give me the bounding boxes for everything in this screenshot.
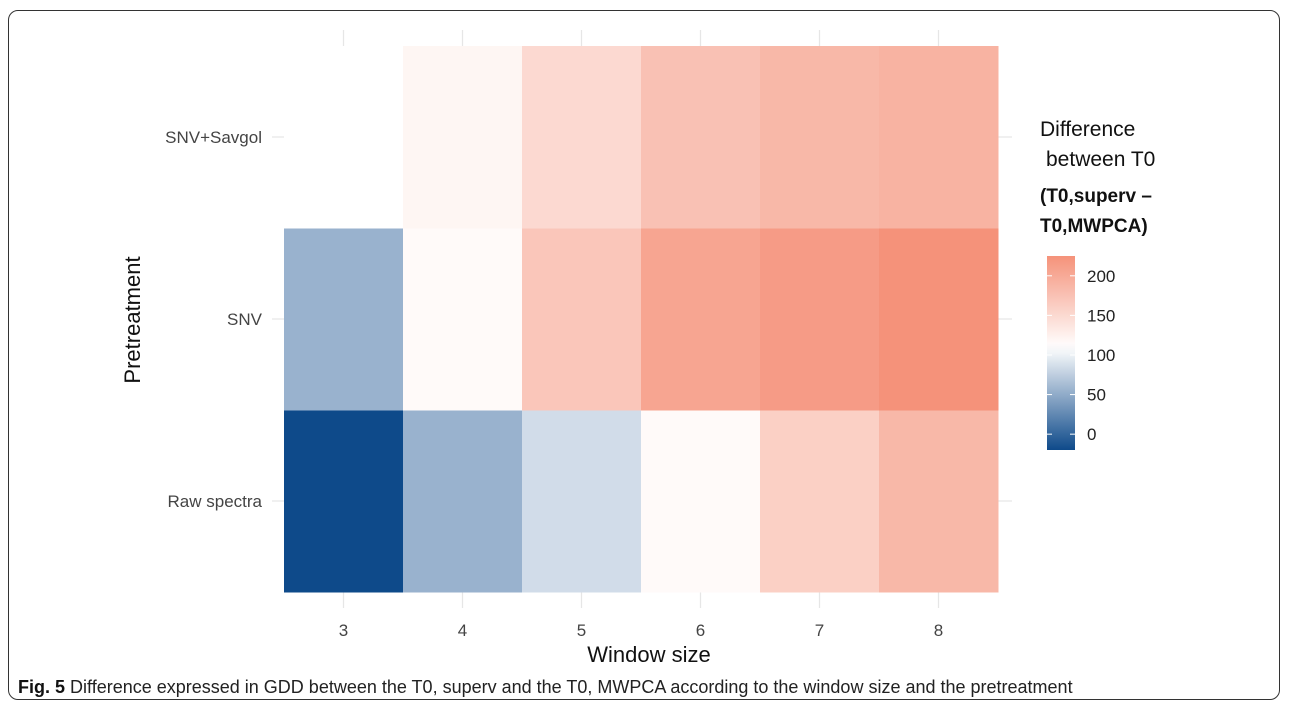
heatmap-cell	[403, 46, 523, 229]
legend-tick-label: 50	[1087, 386, 1106, 405]
y-tick-label: Raw spectra	[168, 492, 263, 511]
heatmap-cell	[403, 228, 523, 411]
heatmap-cell	[641, 228, 761, 411]
caption-label: Fig. 5	[18, 677, 65, 697]
legend-tick-label: 100	[1087, 346, 1115, 365]
heatmap-cell	[641, 46, 761, 229]
heatmap-cell	[284, 410, 404, 593]
x-tick-label: 6	[696, 621, 705, 640]
heatmap-cell	[522, 228, 642, 411]
x-tick-label: 5	[577, 621, 586, 640]
x-tick-label: 8	[934, 621, 943, 640]
x-axis-title: Window size	[587, 642, 710, 667]
heatmap-cell	[522, 410, 642, 593]
heatmap-cell	[879, 410, 999, 593]
heatmap-cell	[641, 410, 761, 593]
heatmap-cell	[879, 228, 999, 411]
heatmap-cell	[403, 410, 523, 593]
figure-caption: Fig. 5 Difference expressed in GDD betwe…	[18, 677, 1073, 698]
x-tick-label: 4	[458, 621, 467, 640]
heatmap-cell	[284, 46, 404, 229]
legend-colorbar	[1047, 256, 1075, 450]
legend-tick-label: 200	[1087, 267, 1115, 286]
legend-title-line-4: T0,MWPCA)	[1040, 216, 1148, 238]
x-tick-label: 7	[815, 621, 824, 640]
heatmap-cell	[879, 46, 999, 229]
y-axis-title: Pretreatment	[120, 256, 145, 383]
caption-text: Difference expressed in GDD between the …	[70, 677, 1073, 697]
y-tick-label: SNV+Savgol	[165, 128, 262, 147]
legend-tick-label: 150	[1087, 306, 1115, 325]
heatmap-cell	[760, 410, 880, 593]
heatmap-cell	[522, 46, 642, 229]
x-tick-label: 3	[339, 621, 348, 640]
heatmap-cell	[760, 46, 880, 229]
legend-title-line-3: (T0,superv –	[1040, 186, 1152, 208]
legend-title-line-1: Difference	[1040, 118, 1135, 142]
y-tick-label: SNV	[227, 310, 263, 329]
heatmap-cell	[284, 228, 404, 411]
legend-tick-label: 0	[1087, 425, 1096, 444]
legend-title-line-2: between T0	[1046, 148, 1155, 172]
heatmap-cell	[760, 228, 880, 411]
